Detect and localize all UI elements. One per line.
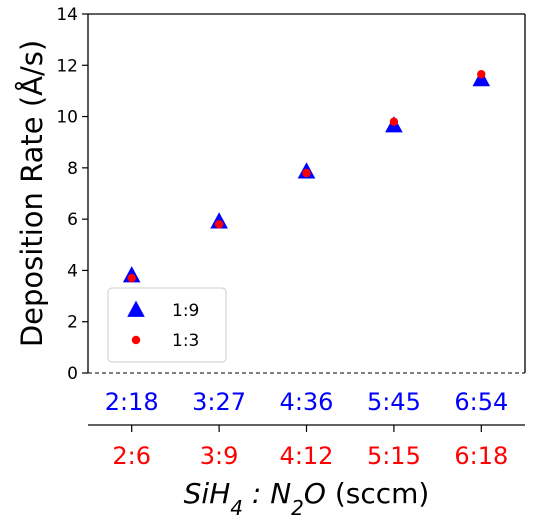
data-point-series-1-3 xyxy=(389,117,399,126)
y-tick-label: 8 xyxy=(67,159,78,179)
legend-marker-triangle xyxy=(127,300,145,317)
y-axis: 0 2 4 6 8 10 12 14 xyxy=(56,5,88,384)
x-category-label-top: 4:36 xyxy=(280,388,334,416)
legend-marker-circle xyxy=(131,335,141,345)
data-point-series-1-3 xyxy=(127,273,136,283)
x-category-label-bottom: 5:15 xyxy=(367,442,421,470)
x-category-label-top: 6:54 xyxy=(454,388,508,416)
x-category-label-bottom: 4:12 xyxy=(280,442,334,470)
y-tick-label: 6 xyxy=(67,210,78,230)
y-axis-label: Deposition Rate (Å/s) xyxy=(15,40,49,347)
x-axis: 2:18 3:27 4:36 5:45 6:54 2:6 3:9 4:12 5:15 6:18 xyxy=(88,388,525,470)
data-point-series-1-3 xyxy=(477,70,486,79)
y-tick-label: 0 xyxy=(67,364,78,384)
x-axis-label-part: : xyxy=(243,477,270,510)
y-tick-label: 2 xyxy=(67,313,78,333)
data-point-series-1-3 xyxy=(214,220,224,229)
x-axis-label-part: O xyxy=(304,477,326,510)
y-tick-label: 10 xyxy=(56,108,78,128)
legend-box xyxy=(107,287,227,363)
x-axis-label-part: 2 xyxy=(291,496,304,520)
x-axis-label-part: SiH xyxy=(184,477,231,510)
y-tick-label: 4 xyxy=(67,261,78,281)
y-tick-label: 14 xyxy=(56,5,78,25)
plot-area xyxy=(87,13,526,374)
x-axis-label-part: N xyxy=(270,477,291,510)
legend-entry-label: 1:3 xyxy=(172,331,199,351)
x-category-label-bottom: 2:6 xyxy=(112,442,151,470)
x-category-label-bottom: 3:9 xyxy=(200,442,239,470)
legend: 1:9 1:3 xyxy=(107,287,227,363)
data-marks xyxy=(122,69,491,283)
x-category-label-top: 3:27 xyxy=(192,388,246,416)
y-tick-label: 12 xyxy=(56,56,78,76)
x-axis-label-part: 4 xyxy=(230,496,243,520)
x-category-label-top: 5:45 xyxy=(367,388,421,416)
x-axis-label: SiH4 : N2O (sccm) xyxy=(184,477,430,520)
x-category-label-bottom: 6:18 xyxy=(454,442,508,470)
x-category-label-top: 2:18 xyxy=(105,388,159,416)
x-axis-label-part: (sccm) xyxy=(326,477,429,510)
legend-entry-label: 1:9 xyxy=(172,301,199,321)
data-point-series-1-3 xyxy=(302,168,311,178)
